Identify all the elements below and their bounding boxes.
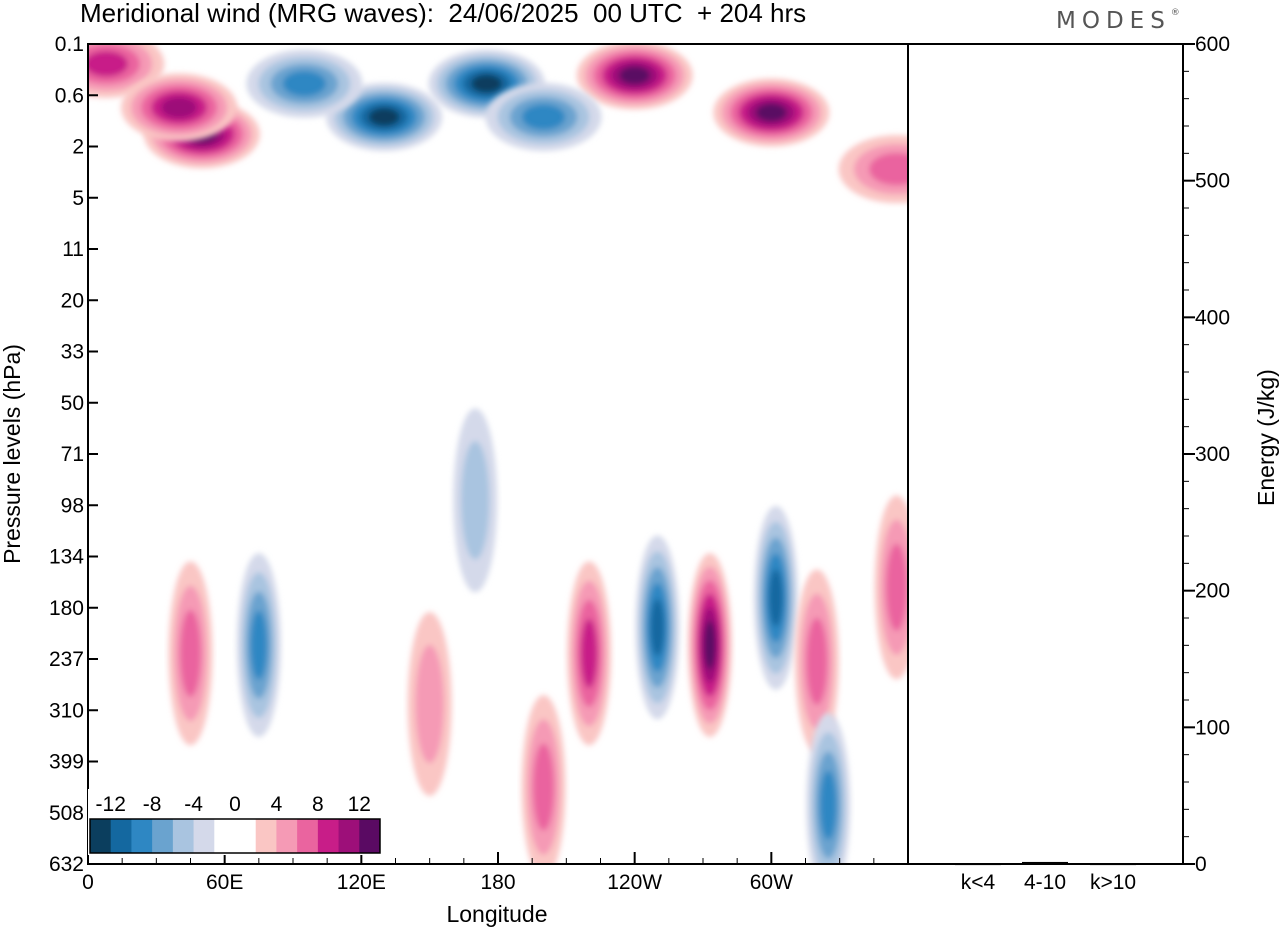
y-tick-label: 508 [49, 802, 84, 825]
energy-tick-label: 0 [1195, 853, 1207, 876]
heatmap-feature [485, 82, 602, 151]
x-tick-label: 60E [206, 871, 243, 894]
heatmap-field [88, 44, 908, 864]
heatmap-feature [576, 44, 693, 110]
energy-tick-label: 400 [1195, 306, 1230, 329]
x-tick-label: 120W [607, 871, 662, 894]
heatmap-feature [121, 73, 238, 142]
chart-title: Meridional wind (MRG waves): 24/06/2025 … [80, 0, 807, 28]
heatmap-feature [838, 135, 908, 204]
energy-tick-label: 300 [1195, 443, 1230, 466]
y-tick-label: 180 [49, 597, 84, 620]
heatmap-feature [806, 713, 851, 864]
colorbar-label: 12 [348, 793, 371, 816]
colorbar-label: -4 [184, 793, 203, 816]
x-axis-title: Longitude [446, 901, 547, 927]
colorbar-swatch [235, 819, 257, 853]
colorbar-swatch [276, 819, 298, 853]
colorbar-swatch [193, 819, 215, 853]
energy-axis-ticks: 0 100 200 300 400 500 600 [1183, 33, 1230, 876]
colorbar-swatch [152, 819, 174, 853]
heatmap-feature [326, 82, 443, 151]
energy-bar [955, 863, 1001, 866]
y-tick-label: 399 [49, 751, 84, 774]
brand-logo: MODES® [1056, 8, 1180, 34]
energy-bar [1090, 863, 1136, 866]
colorbar-label: 4 [271, 793, 283, 816]
y-tick-label: 134 [49, 546, 84, 569]
y-tick-label: 0.1 [55, 33, 84, 56]
energy-bar [1022, 861, 1068, 864]
heatmap-feature [168, 561, 213, 746]
colorbar: -12 -8 -4 0 4 8 12 [88, 789, 382, 855]
energy-bars: k<4 4-10 k>10 [955, 861, 1136, 894]
y-tick-label: 33 [61, 341, 84, 364]
y-tick-label: 2 [72, 136, 84, 159]
heatmap-feature [753, 505, 798, 690]
y-tick-label: 310 [49, 699, 84, 722]
colorbar-swatch [359, 819, 381, 853]
heatmap-feature [713, 78, 830, 147]
x-tick-label: 180 [480, 871, 515, 894]
heatmap-feature [236, 553, 281, 738]
energy-tick-label: 500 [1195, 170, 1230, 193]
colorbar-swatch [317, 819, 340, 853]
colorbar-swatch [255, 819, 277, 853]
heatmap-feature [567, 561, 612, 746]
y-tick-label: 11 [62, 238, 84, 261]
heatmap-feature [407, 611, 452, 796]
y-tick-label: 0.6 [55, 84, 84, 107]
colorbar-swatch [172, 819, 195, 853]
energy-category-label: k<4 [961, 871, 996, 894]
x-tick-label: 120E [337, 871, 386, 894]
colorbar-swatch [131, 819, 153, 853]
energy-category-label: k>10 [1090, 871, 1136, 894]
colorbar-label: 0 [229, 793, 241, 816]
y-tick-label: 50 [61, 392, 84, 415]
heatmap-feature [635, 535, 680, 720]
y-tick-label: 98 [61, 494, 84, 517]
heatmap-feature [687, 553, 732, 738]
colorbar-swatch [214, 819, 236, 853]
heatmap-feature [794, 569, 839, 754]
energy-tick-label: 600 [1195, 33, 1230, 56]
y-tick-label: 5 [72, 187, 84, 210]
colorbar-label: 8 [312, 793, 324, 816]
plot-frames [87, 43, 1184, 865]
x-tick-label: 60W [750, 871, 793, 894]
energy-category-label: 4-10 [1024, 871, 1066, 894]
colorbar-swatch [110, 819, 132, 853]
y-tick-label: 237 [49, 648, 84, 671]
y-axis-title: Pressure levels (hPa) [0, 344, 25, 564]
x-axis-ticks: 0 60E 120E 180 120W 60W [82, 852, 909, 894]
y-tick-label: 20 [61, 289, 84, 312]
heatmap-feature [246, 49, 363, 118]
y-axis-ticks: 0.1 0.6 2 5 11 20 33 50 71 98 134 180 237 310 399 508 63… [49, 33, 98, 876]
energy-axis-title: Energy (J/kg) [1253, 369, 1279, 506]
heatmap-feature [874, 495, 908, 680]
colorbar-swatch [338, 819, 360, 853]
heatmap-feature [453, 408, 498, 593]
colorbar-label: -8 [143, 793, 162, 816]
energy-tick-label: 200 [1195, 580, 1230, 603]
colorbar-label: -12 [96, 793, 126, 816]
x-tick-label: 0 [82, 871, 94, 894]
energy-tick-label: 100 [1195, 716, 1230, 739]
colorbar-swatch [297, 819, 319, 853]
colorbar-swatch [90, 819, 112, 853]
y-tick-label: 71 [61, 443, 84, 466]
heatmap-feature [521, 695, 566, 864]
y-tick-label: 632 [49, 853, 84, 876]
